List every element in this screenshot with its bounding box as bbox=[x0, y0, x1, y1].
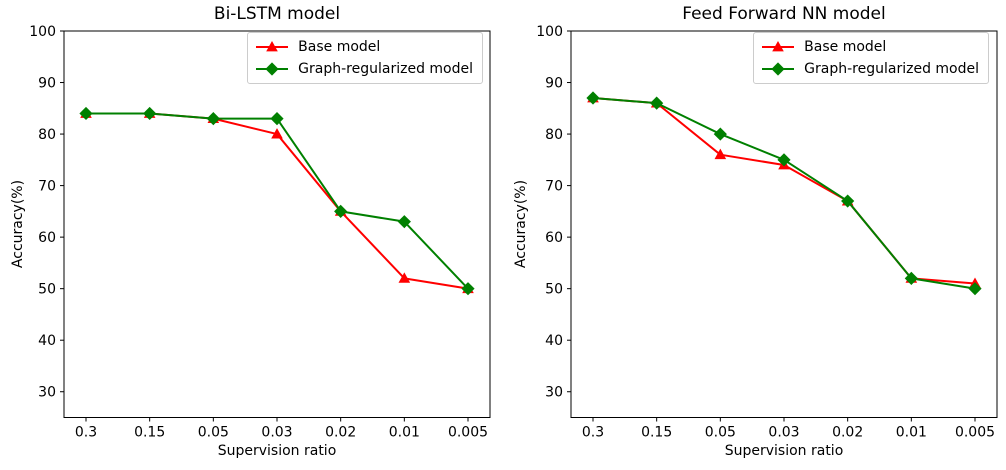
chart-bilstm: 30 40 50 60 70 80 90 100 0.3 0.15 0.05 0.03 0.02 0.01… bbox=[10, 4, 491, 459]
legend: Base model Graph-regularized model bbox=[247, 32, 483, 84]
legend: Base model Graph-regularized model bbox=[753, 32, 989, 84]
x-tick-label: 0.02 bbox=[832, 425, 863, 441]
x-tick-label: 0.03 bbox=[261, 425, 292, 441]
legend-item-graph-regularized: Graph-regularized model bbox=[761, 60, 979, 78]
series-marker-triangle bbox=[398, 272, 411, 283]
y-tick-label: 100 bbox=[29, 24, 56, 40]
chart-title: Bi-LSTM model bbox=[213, 4, 341, 24]
axes-spines bbox=[570, 30, 998, 418]
series-marker-diamond bbox=[270, 112, 284, 126]
legend-label-graph-regularized: Graph-regularized model bbox=[298, 61, 473, 77]
plot-area-bilstm: 30 40 50 60 70 80 90 100 0.3 0.15 0.05 0.03 0.02 0.01… bbox=[29, 24, 491, 441]
legend-sample-marker-triangle bbox=[772, 41, 784, 52]
y-tick-label: 80 bbox=[545, 127, 563, 143]
legend-item-base-model: Base model bbox=[761, 38, 979, 56]
legend-triangle-line-icon bbox=[762, 41, 795, 52]
y-axis-label: Accuracy(%) bbox=[513, 179, 529, 269]
y-tick-label: 100 bbox=[536, 24, 563, 40]
y-tick-label: 50 bbox=[545, 282, 563, 298]
x-tick-label: 0.05 bbox=[198, 425, 229, 441]
y-axis-label: Accuracy(%) bbox=[10, 179, 26, 269]
y-tick-label: 30 bbox=[545, 385, 563, 401]
x-axis-label: Supervision ratio bbox=[724, 443, 844, 459]
legend-sample-marker-diamond bbox=[771, 62, 785, 76]
legend-label-base-model: Base model bbox=[804, 39, 887, 55]
y-tick-label: 80 bbox=[38, 127, 56, 143]
series-marker-diamond bbox=[397, 215, 411, 229]
x-tick-label: 0.3 bbox=[75, 425, 97, 441]
series-marker-triangle bbox=[714, 148, 727, 160]
x-tick-label: 0.005 bbox=[448, 425, 488, 441]
series-line bbox=[592, 96, 976, 285]
series-marker-diamond bbox=[79, 106, 93, 121]
chart-feedforward: 30 40 50 60 70 80 90 100 0.3 0.15 0.05 0.03 0.02 0.01… bbox=[503, 0, 1006, 470]
series-marker-diamond bbox=[713, 127, 727, 141]
legend-label-graph-regularized: Graph-regularized model bbox=[804, 61, 979, 77]
x-tick-label: 0.01 bbox=[896, 425, 927, 441]
y-tick-label: 70 bbox=[38, 179, 56, 195]
x-tick-label: 0.15 bbox=[134, 425, 165, 441]
series-marker-diamond bbox=[143, 106, 157, 121]
series-marker-diamond bbox=[968, 282, 982, 296]
x-tick-label: 0.03 bbox=[768, 425, 799, 441]
series-marker-diamond bbox=[586, 91, 600, 105]
x-tick-label: 0.005 bbox=[955, 425, 995, 441]
x-axis-label: Supervision ratio bbox=[217, 443, 337, 459]
y-tick-label: 60 bbox=[545, 230, 563, 246]
x-tick-label: 0.01 bbox=[389, 425, 420, 441]
x-tick-label: 0.05 bbox=[705, 425, 736, 441]
series-marker-diamond bbox=[206, 112, 220, 126]
plot-area-feedforward: 30 40 50 60 70 80 90 100 0.3 0.15 0.05 0.03 0.02 0.01… bbox=[536, 24, 998, 441]
legend-sample-marker-diamond bbox=[265, 62, 279, 76]
legend-triangle-line-icon bbox=[256, 41, 289, 52]
x-tick-label: 0.15 bbox=[641, 425, 672, 441]
series-marker-diamond bbox=[777, 153, 791, 167]
series-marker-triangle bbox=[271, 128, 283, 139]
y-tick-label: 90 bbox=[38, 76, 56, 92]
legend-label-base-model: Base model bbox=[298, 39, 381, 55]
y-tick-label: 70 bbox=[545, 179, 563, 195]
legend-sample-marker-triangle bbox=[266, 41, 278, 52]
y-tick-label: 40 bbox=[545, 333, 563, 349]
chart-title: Feed Forward NN model bbox=[682, 4, 886, 24]
series-line bbox=[86, 112, 469, 290]
series-marker-diamond bbox=[904, 271, 918, 285]
legend-diamond-line-icon bbox=[762, 62, 795, 76]
legend-item-base-model: Base model bbox=[255, 38, 473, 56]
series-marker-diamond bbox=[334, 204, 348, 218]
y-tick-label: 30 bbox=[38, 385, 56, 401]
axes-spines bbox=[63, 30, 491, 418]
series-marker-diamond bbox=[841, 194, 855, 208]
series-line bbox=[592, 96, 976, 290]
y-tick-label: 60 bbox=[38, 230, 56, 246]
x-tick-label: 0.3 bbox=[582, 425, 604, 441]
legend-diamond-line-icon bbox=[256, 62, 289, 76]
y-tick-label: 40 bbox=[38, 333, 56, 349]
series-line bbox=[86, 112, 469, 290]
series-marker-diamond bbox=[461, 282, 475, 296]
legend-item-graph-regularized: Graph-regularized model bbox=[255, 60, 473, 78]
y-tick-label: 50 bbox=[38, 282, 56, 298]
y-tick-label: 90 bbox=[545, 76, 563, 92]
x-tick-label: 0.02 bbox=[325, 425, 356, 441]
